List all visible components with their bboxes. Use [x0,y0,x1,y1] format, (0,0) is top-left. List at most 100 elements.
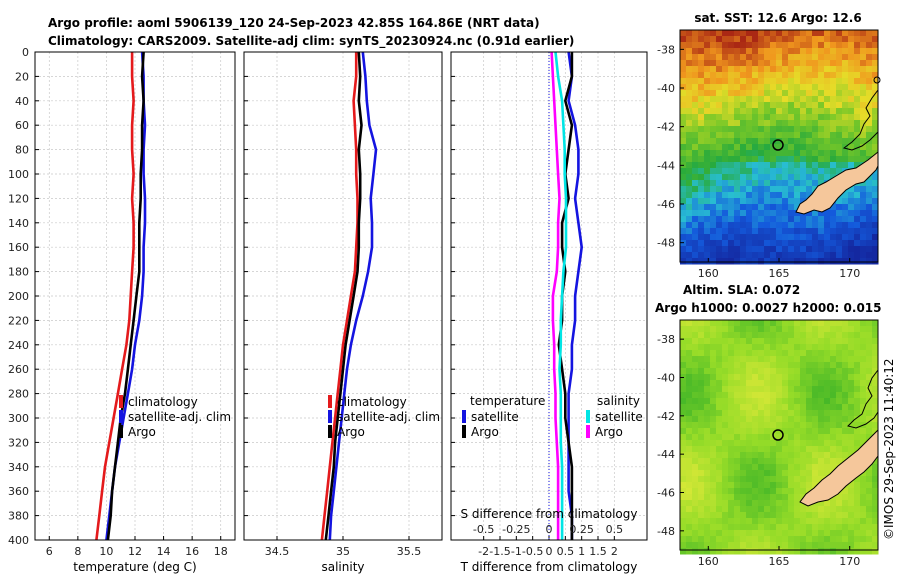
sla-cell [788,374,795,381]
sst-cell [812,150,819,157]
sla-cell [722,410,729,417]
sst-cell [782,210,789,217]
sst-cell [776,150,783,157]
sla-cell [788,338,795,345]
sla-cell [722,350,729,357]
sst-cell [800,96,807,103]
sst-cell [866,36,873,43]
sla-cell [842,338,849,345]
sla-cell [842,518,849,525]
sst-cell [764,138,771,145]
sla-cell [698,476,705,483]
sla-cell [836,410,843,417]
sst-cell [728,42,735,49]
sla-cell [860,506,867,513]
sla-cell [698,344,705,351]
sst-cell [740,258,747,265]
sst-cell [848,120,855,127]
legend-swatch-satellite-adj [119,410,123,423]
sla-cell [848,434,855,441]
sst-cell [746,30,753,37]
sst-cell [854,114,861,121]
sla-cell [722,428,729,435]
sla-cell [704,332,711,339]
depth-tick-label: 320 [8,436,29,449]
sst-cell [860,198,867,205]
sla-cell [740,380,747,387]
sla-cell [764,488,771,495]
sla-cell [728,338,735,345]
sla-cell [770,332,777,339]
sla-cell [710,410,717,417]
sla-cell [728,548,735,555]
sla-cell [722,452,729,459]
sla-cell [866,488,873,495]
sst-cell [734,132,741,139]
sst-cell [758,228,765,235]
sla-cell [740,326,747,333]
sst-cell [722,48,729,55]
sst-cell [728,228,735,235]
sst-cell [770,42,777,49]
sla-cell [680,494,687,501]
sla-cell [758,536,765,543]
sst-cell [746,210,753,217]
sst-cell [776,192,783,199]
sla-cell [680,524,687,531]
sst-cell [740,240,747,247]
sla-cell [782,464,789,471]
sst-cell [812,258,819,265]
sst-cell [842,90,849,97]
sst-cell [866,198,873,205]
sst-cell [842,210,849,217]
sst-cell [776,66,783,73]
sst-cell [704,66,711,73]
sst-cell [698,66,705,73]
sst-cell [740,42,747,49]
sst-cell [782,228,789,235]
sst-cell [824,72,831,79]
sst-cell [740,156,747,163]
sla-cell [746,332,753,339]
sla-cell [710,374,717,381]
sla-cell [686,548,693,555]
sst-cell [794,198,801,205]
sst-cell [836,210,843,217]
sla-cell [764,380,771,387]
salinity-legend: climatology satellite-adj. clim Argo [328,395,440,439]
sla-cell [686,470,693,477]
sla-cell [716,374,723,381]
sla-cell [812,332,819,339]
sla-cell [740,446,747,453]
sla-cell [842,392,849,399]
sst-cell [782,150,789,157]
sla-cell [848,344,855,351]
sst-cell [764,246,771,253]
sst-cell [872,204,879,211]
sst-cell [740,168,747,175]
sla-cell [686,476,693,483]
sla-cell [740,320,747,327]
sla-cell [830,530,837,537]
sla-cell [860,512,867,519]
sla-cell [782,410,789,417]
sla-cell [734,536,741,543]
sst-cell [854,54,861,61]
sla-cell [836,332,843,339]
sla-cell [728,332,735,339]
sst-cell [692,108,699,115]
sla-cell [836,350,843,357]
sla-cell [812,530,819,537]
sst-cell [854,222,861,229]
sst-cell [848,108,855,115]
sla-cell [806,530,813,537]
sst-cell [722,66,729,73]
sst-cell [716,42,723,49]
sst-cell [818,78,825,85]
sla-cell [824,326,831,333]
sst-cell [836,156,843,163]
sla-cell [740,476,747,483]
sst-cell [800,126,807,133]
sst-cell [728,222,735,229]
sla-cell [734,320,741,327]
